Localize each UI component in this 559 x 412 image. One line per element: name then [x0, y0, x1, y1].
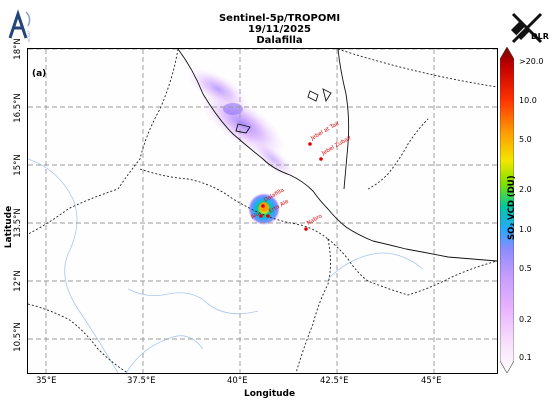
lat-tick-12: 12°N: [13, 270, 23, 292]
colorbar-tick-0-5: 0.5: [519, 264, 532, 273]
lat-tick-10-5: 10.5°N: [13, 322, 23, 352]
so2-plume-north: [186, 67, 296, 179]
volcano-marker-erta-ale: [266, 214, 270, 218]
dlr-logo-text: DLR: [531, 32, 549, 41]
country-borders: [28, 49, 497, 373]
volcano-marker-jebel-zubair: [319, 157, 323, 161]
volcano-label-alu: Alu: [250, 211, 261, 221]
colorbar-tick-5: 5.0: [519, 135, 532, 144]
lat-tick-18: 18°N: [13, 38, 23, 60]
panel-label: (a): [32, 69, 46, 79]
map-panel[interactable]: Jebel at Tair Jebel Zubair Dalafilla Ert…: [27, 48, 498, 374]
colorbar-tick-0-1: 0.1: [519, 353, 532, 362]
coastline: [177, 49, 497, 262]
svg-text:ACSAF: ACSAF: [27, 31, 31, 42]
volcano-marker-nabro: [304, 227, 308, 231]
title-line-3: Dalafilla: [256, 35, 303, 46]
dlr-logo: DLR: [507, 10, 553, 44]
gridlines: [28, 49, 497, 373]
lat-tick-15: 15°N: [13, 154, 23, 176]
title-line-1: Sentinel-5p/TROPOMI: [218, 13, 341, 24]
colorbar-tick-20: >20.0: [519, 57, 544, 66]
volcano-markers: [259, 142, 323, 231]
x-axis-title: Longitude: [244, 389, 296, 399]
lon-tick-42-5: 42.5°E: [320, 376, 349, 386]
lon-tick-45: 45°E: [421, 376, 442, 386]
colorbar-tick-2: 2.0: [519, 185, 532, 194]
volcano-marker-alu: [259, 214, 263, 218]
acsaf-logo: ACSAF: [6, 8, 34, 44]
lon-tick-37-5: 37.5°E: [127, 376, 156, 386]
lon-tick-40: 40°E: [227, 376, 248, 386]
lat-tick-16-5: 16.5°N: [13, 93, 23, 123]
lon-tick-35: 35°E: [36, 376, 57, 386]
lat-tick-13-5: 13.5°N: [13, 208, 23, 238]
volcano-marker-dalafilla: [261, 204, 265, 208]
colorbar-tick-0-2: 0.2: [519, 315, 532, 324]
map-svg: Jebel at Tair Jebel Zubair Dalafilla Ert…: [28, 49, 497, 373]
colorbar-tick-1: 1.0: [519, 225, 532, 234]
y-axis-title: Latitude: [4, 205, 14, 249]
volcano-marker-jebel-at-tair: [308, 142, 312, 146]
colorbar-title: SO₂ VCD (DU): [507, 175, 517, 240]
title-line-2: 19/11/2025: [248, 24, 311, 35]
colorbar-tick-10: 10.0: [519, 96, 537, 105]
